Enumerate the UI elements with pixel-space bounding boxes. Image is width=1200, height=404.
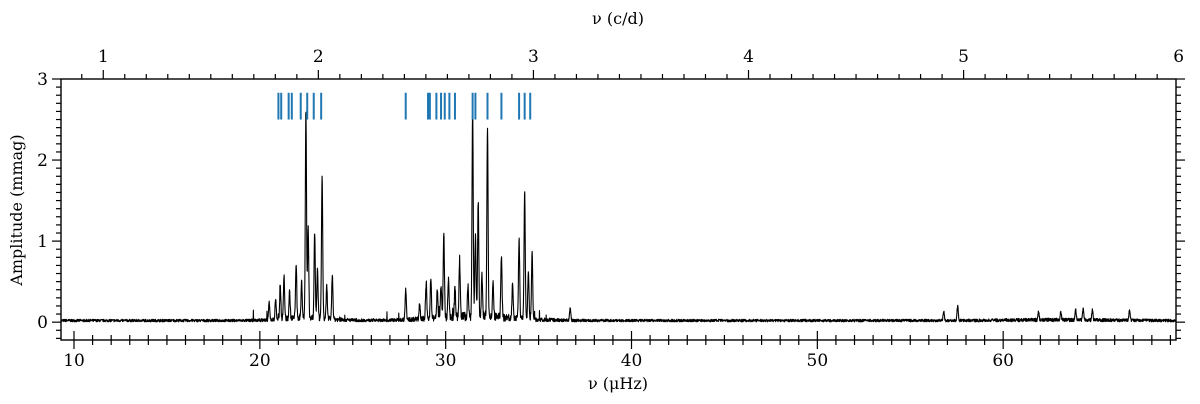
top-tick-label: 3 [528, 47, 539, 67]
y-tick-label: 0 [37, 313, 48, 333]
x-tick-label: 20 [249, 351, 271, 371]
frequency-markers [277, 92, 532, 120]
y-axis-title: Amplitude (mmag) [7, 134, 26, 286]
x-axis-title: ν (μHz) [588, 374, 648, 393]
top-tick-label: 5 [958, 47, 969, 67]
spectrum-line [60, 111, 1177, 323]
y-axis: 0 1 2 3 [37, 70, 1185, 339]
top-x-axis: 1 2 3 4 5 6 [81, 47, 1184, 79]
bottom-x-axis: 10 20 30 40 50 60 [63, 331, 1172, 371]
y-tick-label: 2 [37, 151, 48, 171]
top-tick-label: 6 [1173, 47, 1184, 67]
y-tick-label: 1 [37, 232, 48, 252]
spectrum-series [60, 111, 1177, 323]
x-tick-label: 10 [63, 351, 85, 371]
top-tick-label: 4 [743, 47, 754, 67]
y-tick-label: 3 [37, 70, 48, 90]
x-tick-label: 30 [435, 351, 457, 371]
top-tick-label: 2 [313, 47, 324, 67]
x-tick-label: 60 [992, 351, 1014, 371]
x-tick-label: 50 [807, 351, 829, 371]
plot-frame [60, 78, 1177, 341]
x-tick-label: 40 [621, 351, 643, 371]
top-tick-label: 1 [98, 47, 109, 67]
top-x-axis-title: ν (c/d) [592, 9, 644, 28]
